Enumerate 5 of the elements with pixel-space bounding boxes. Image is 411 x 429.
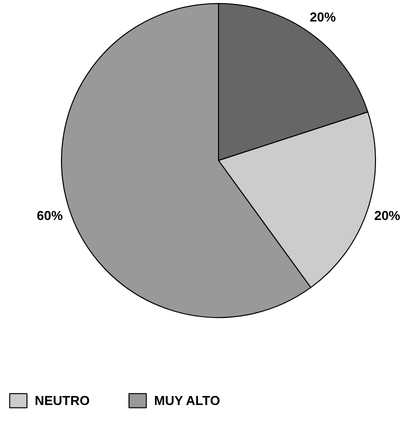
legend-label: MUY ALTO <box>154 393 220 408</box>
data-label: 60% <box>36 208 64 223</box>
legend-label: NEUTRO <box>34 393 90 408</box>
data-label: 20% <box>374 208 401 223</box>
data-label: 20% <box>310 9 336 24</box>
